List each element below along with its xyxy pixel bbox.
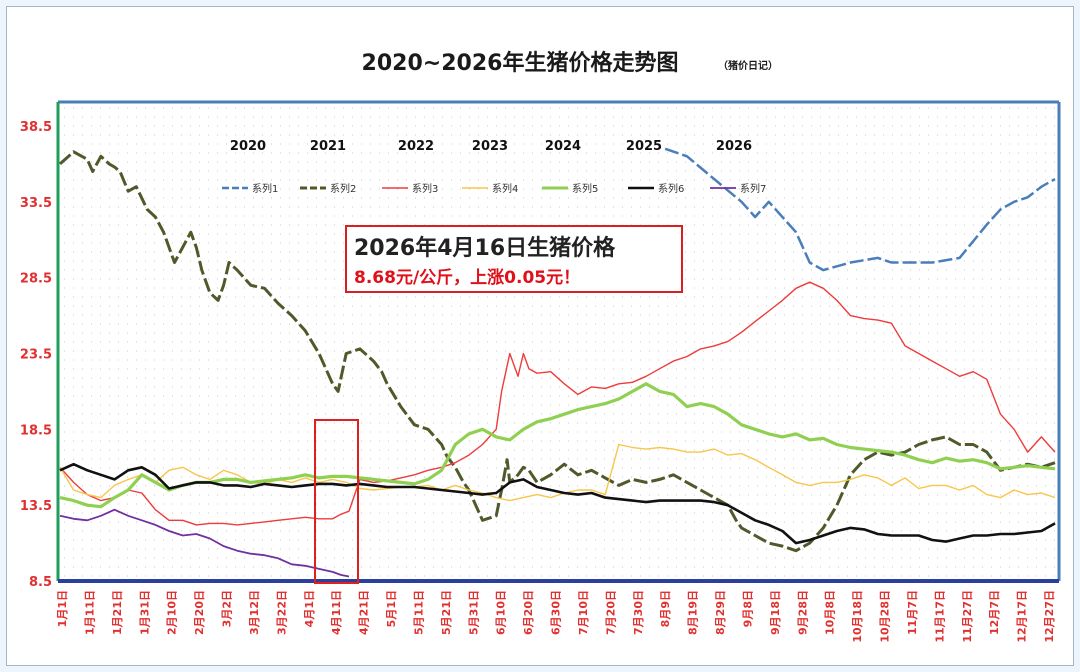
- year-label: 2022: [398, 139, 434, 154]
- y-tick-label: 33.5: [20, 196, 52, 211]
- annotation-line-2: 8.68元/公斤，上涨0.05元！: [354, 268, 580, 288]
- x-tick-label: 1月21日: [111, 590, 124, 635]
- x-tick-label: 9月18日: [769, 590, 782, 635]
- x-tick-label: 5月11日: [412, 590, 425, 635]
- series-line-系列1: [664, 147, 1056, 272]
- x-tick-label: 10月8日: [824, 590, 837, 635]
- x-tick-label: 9月28日: [796, 590, 809, 635]
- legend-label: 系列3: [412, 182, 438, 195]
- highlight-box: [314, 419, 359, 584]
- x-tick-label: 4月21日: [358, 590, 371, 635]
- x-tick-label: 3月2日: [221, 590, 234, 627]
- x-tick-label: 3月22日: [275, 590, 288, 635]
- x-tick-label: 1月1日: [56, 590, 69, 627]
- series-line-系列3: [59, 281, 1056, 526]
- x-tick-label: 2月20日: [193, 590, 206, 635]
- x-tick-label: 5月21日: [440, 590, 453, 635]
- legend: 系列1 系列2 系列3 系列4 系列5 系列6 系列7: [222, 182, 766, 195]
- x-tick-label: 6月20日: [522, 590, 535, 635]
- x-tick-label: 1月11日: [83, 590, 96, 635]
- year-label: 2023: [472, 139, 508, 154]
- x-tick-label: 4月11日: [330, 590, 343, 635]
- x-tick-label: 12月27日: [1043, 590, 1056, 643]
- series-line-系列7: [59, 508, 350, 578]
- legend-label: 系列7: [740, 182, 766, 195]
- annotation-line-1: 2026年4月16日生猪价格: [354, 235, 616, 261]
- series-line-系列4: [59, 443, 1056, 502]
- x-tick-label: 2月10日: [166, 590, 179, 635]
- y-tick-label: 38.5: [20, 120, 52, 135]
- year-label: 2024: [545, 139, 581, 154]
- x-tick-label: 8月19日: [687, 590, 700, 635]
- x-tick-label: 7月30日: [632, 590, 645, 635]
- y-axis-ticks: 38.5 33.5 28.5 23.5 18.5 13.5 8.5: [20, 120, 52, 590]
- y-tick-label: 8.5: [29, 575, 52, 590]
- x-tick-label: 12月17日: [1016, 590, 1029, 643]
- y-tick-label: 18.5: [20, 423, 52, 438]
- y-tick-label: 23.5: [20, 348, 52, 363]
- x-tick-label: 3月12日: [248, 590, 261, 635]
- legend-label: 系列6: [658, 182, 684, 195]
- series-lines: [59, 147, 1056, 578]
- x-tick-label: 1月31日: [138, 590, 151, 635]
- x-tick-label: 9月8日: [741, 590, 754, 627]
- annotation-box: 2026年4月16日生猪价格 8.68元/公斤，上涨0.05元！: [345, 225, 683, 293]
- year-label: 2021: [310, 139, 346, 154]
- x-tick-label: 10月28日: [879, 590, 892, 643]
- x-tick-label: 5月1日: [385, 590, 398, 627]
- legend-label: 系列1: [252, 182, 278, 195]
- year-label: 2026: [716, 139, 752, 154]
- x-tick-label: 6月30日: [550, 590, 563, 635]
- chart-title: 2020~2026年生猪价格走势图: [362, 50, 679, 76]
- series-line-系列6: [59, 462, 1056, 545]
- x-tick-label: 8月29日: [714, 590, 727, 635]
- legend-label: 系列4: [492, 182, 518, 195]
- y-tick-label: 28.5: [20, 272, 52, 287]
- x-tick-label: 11月27日: [961, 590, 974, 643]
- legend-label: 系列5: [572, 182, 598, 195]
- x-tick-label: 4月1日: [303, 590, 316, 627]
- year-label: 2025: [626, 139, 662, 154]
- year-label: 2020: [230, 139, 266, 154]
- y-tick-label: 13.5: [20, 499, 52, 514]
- x-tick-label: 10月18日: [851, 590, 864, 643]
- x-tick-label: 11月7日: [906, 590, 919, 635]
- x-tick-label: 5月31日: [467, 590, 480, 635]
- year-labels: 2020 2021 2022 2023 2024 2025 2026: [230, 139, 752, 154]
- x-tick-label: 6月10日: [495, 590, 508, 635]
- x-tick-label: 12月7日: [988, 590, 1001, 635]
- x-tick-label: 11月17日: [933, 590, 946, 643]
- series-line-系列5: [59, 382, 1056, 509]
- x-tick-label: 8月9日: [659, 590, 672, 627]
- x-tick-label: 7月10日: [577, 590, 590, 635]
- x-tick-label: 7月20日: [604, 590, 617, 635]
- x-axis-ticks: 1月1日 1月11日 1月21日 1月31日 2月10日 2月20日 3月2日 3月12日 3月…: [56, 590, 1056, 643]
- chart-subtitle: （猪价日记）: [718, 59, 778, 72]
- legend-label: 系列2: [330, 182, 356, 195]
